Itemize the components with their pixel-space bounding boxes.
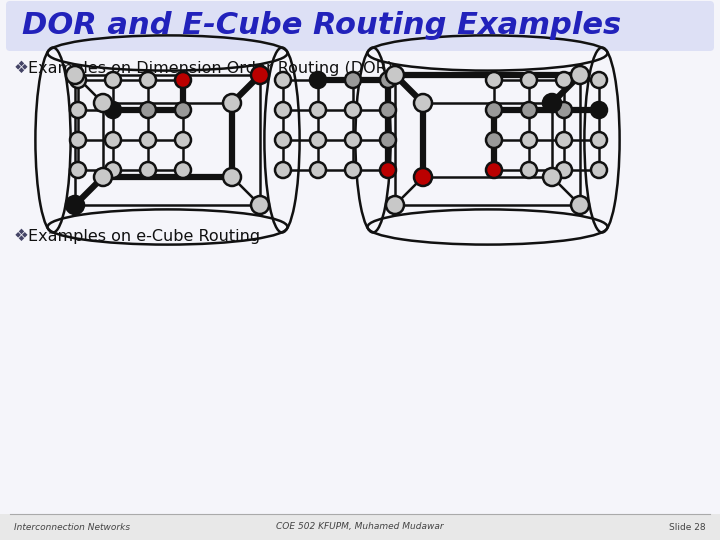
Circle shape <box>275 72 291 88</box>
Circle shape <box>591 102 607 118</box>
Circle shape <box>310 72 326 88</box>
Text: ❖: ❖ <box>14 59 29 77</box>
Text: Examples on e-Cube Routing: Examples on e-Cube Routing <box>28 228 260 244</box>
Circle shape <box>140 132 156 148</box>
Circle shape <box>70 72 86 88</box>
Circle shape <box>591 72 607 88</box>
Circle shape <box>556 72 572 88</box>
Circle shape <box>486 132 502 148</box>
Text: DOR and E-Cube Routing Examples: DOR and E-Cube Routing Examples <box>22 11 621 40</box>
Circle shape <box>140 102 156 118</box>
Circle shape <box>414 94 432 112</box>
Circle shape <box>223 94 241 112</box>
Circle shape <box>66 196 84 214</box>
Circle shape <box>175 132 191 148</box>
Circle shape <box>275 132 291 148</box>
Circle shape <box>414 168 432 186</box>
Circle shape <box>521 72 537 88</box>
Circle shape <box>556 102 572 118</box>
Circle shape <box>591 132 607 148</box>
Circle shape <box>486 72 502 88</box>
Circle shape <box>66 66 84 84</box>
Circle shape <box>70 132 86 148</box>
Text: ❖: ❖ <box>14 227 29 245</box>
Circle shape <box>94 94 112 112</box>
Circle shape <box>140 162 156 178</box>
Text: Interconnection Networks: Interconnection Networks <box>14 523 130 531</box>
Circle shape <box>543 94 561 112</box>
Circle shape <box>486 102 502 118</box>
Circle shape <box>105 72 121 88</box>
Circle shape <box>105 102 121 118</box>
Circle shape <box>380 132 396 148</box>
Circle shape <box>175 162 191 178</box>
Text: COE 502 KFUPM, Muhamed Mudawar: COE 502 KFUPM, Muhamed Mudawar <box>276 523 444 531</box>
Circle shape <box>521 132 537 148</box>
Circle shape <box>140 72 156 88</box>
Circle shape <box>591 162 607 178</box>
Circle shape <box>386 196 404 214</box>
Circle shape <box>345 72 361 88</box>
Circle shape <box>543 168 561 186</box>
Circle shape <box>556 132 572 148</box>
Circle shape <box>275 162 291 178</box>
Circle shape <box>223 168 241 186</box>
FancyBboxPatch shape <box>6 1 714 51</box>
Circle shape <box>105 162 121 178</box>
Circle shape <box>175 102 191 118</box>
Circle shape <box>345 132 361 148</box>
Circle shape <box>486 162 502 178</box>
Circle shape <box>386 66 404 84</box>
Circle shape <box>571 66 589 84</box>
Circle shape <box>310 102 326 118</box>
Circle shape <box>556 162 572 178</box>
Circle shape <box>94 168 112 186</box>
Text: Slide 28: Slide 28 <box>670 523 706 531</box>
Circle shape <box>310 132 326 148</box>
Circle shape <box>251 196 269 214</box>
Circle shape <box>571 196 589 214</box>
Circle shape <box>521 102 537 118</box>
Circle shape <box>345 102 361 118</box>
Circle shape <box>380 162 396 178</box>
Circle shape <box>70 162 86 178</box>
Text: Examples on Dimension Order Routing (DOR): Examples on Dimension Order Routing (DOR… <box>28 60 393 76</box>
Circle shape <box>380 102 396 118</box>
Circle shape <box>310 162 326 178</box>
Circle shape <box>275 102 291 118</box>
Bar <box>0 514 720 540</box>
Circle shape <box>175 72 191 88</box>
Circle shape <box>345 162 361 178</box>
Circle shape <box>251 66 269 84</box>
Circle shape <box>521 162 537 178</box>
Circle shape <box>70 102 86 118</box>
Circle shape <box>105 132 121 148</box>
Circle shape <box>380 72 396 88</box>
